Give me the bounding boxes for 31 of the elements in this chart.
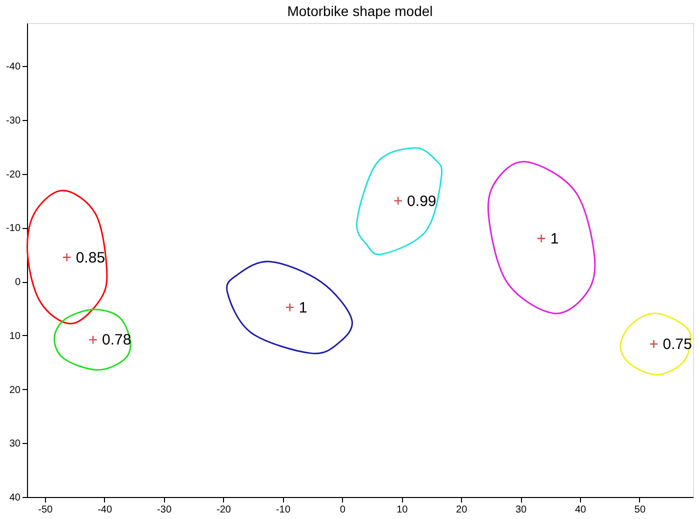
x-tick-label: 10 [396, 504, 408, 516]
x-tick-label: -40 [98, 504, 112, 516]
chart-title: Motorbike shape model [287, 3, 433, 19]
point [62, 252, 72, 262]
point [285, 302, 294, 312]
annotation: 1 [298, 299, 308, 316]
x-tick-label: 30 [515, 504, 528, 516]
x-tick-label: -30 [157, 504, 172, 516]
point [394, 196, 403, 206]
y-tick-label: -20 [6, 169, 21, 180]
point [88, 335, 98, 344]
y-tick-label: 30 [9, 438, 21, 450]
x-tick-label: -10 [276, 504, 291, 516]
y-tick-label: 20 [9, 384, 21, 396]
x-tick-label: -50 [38, 504, 54, 516]
y-tick-label: -10 [6, 223, 21, 234]
y-tick-label: 10 [9, 330, 21, 342]
point [536, 234, 546, 243]
point [649, 340, 658, 349]
x-tick-label: 50 [634, 504, 646, 516]
annotation: 0.99 [407, 192, 436, 210]
y-tick-label: -30 [6, 115, 21, 126]
x-tick-label: 0 [340, 504, 346, 516]
annotation: 1 [550, 230, 559, 248]
y-tick-label: -40 [6, 62, 21, 73]
y-tick-label: 0 [14, 277, 21, 288]
annotation: 0.85 [76, 249, 106, 266]
x-tick-label: -20 [216, 504, 232, 516]
y-tick-label: 40 [9, 492, 21, 504]
x-tick-label: 40 [574, 504, 587, 516]
x-tick-label: 20 [456, 504, 468, 516]
